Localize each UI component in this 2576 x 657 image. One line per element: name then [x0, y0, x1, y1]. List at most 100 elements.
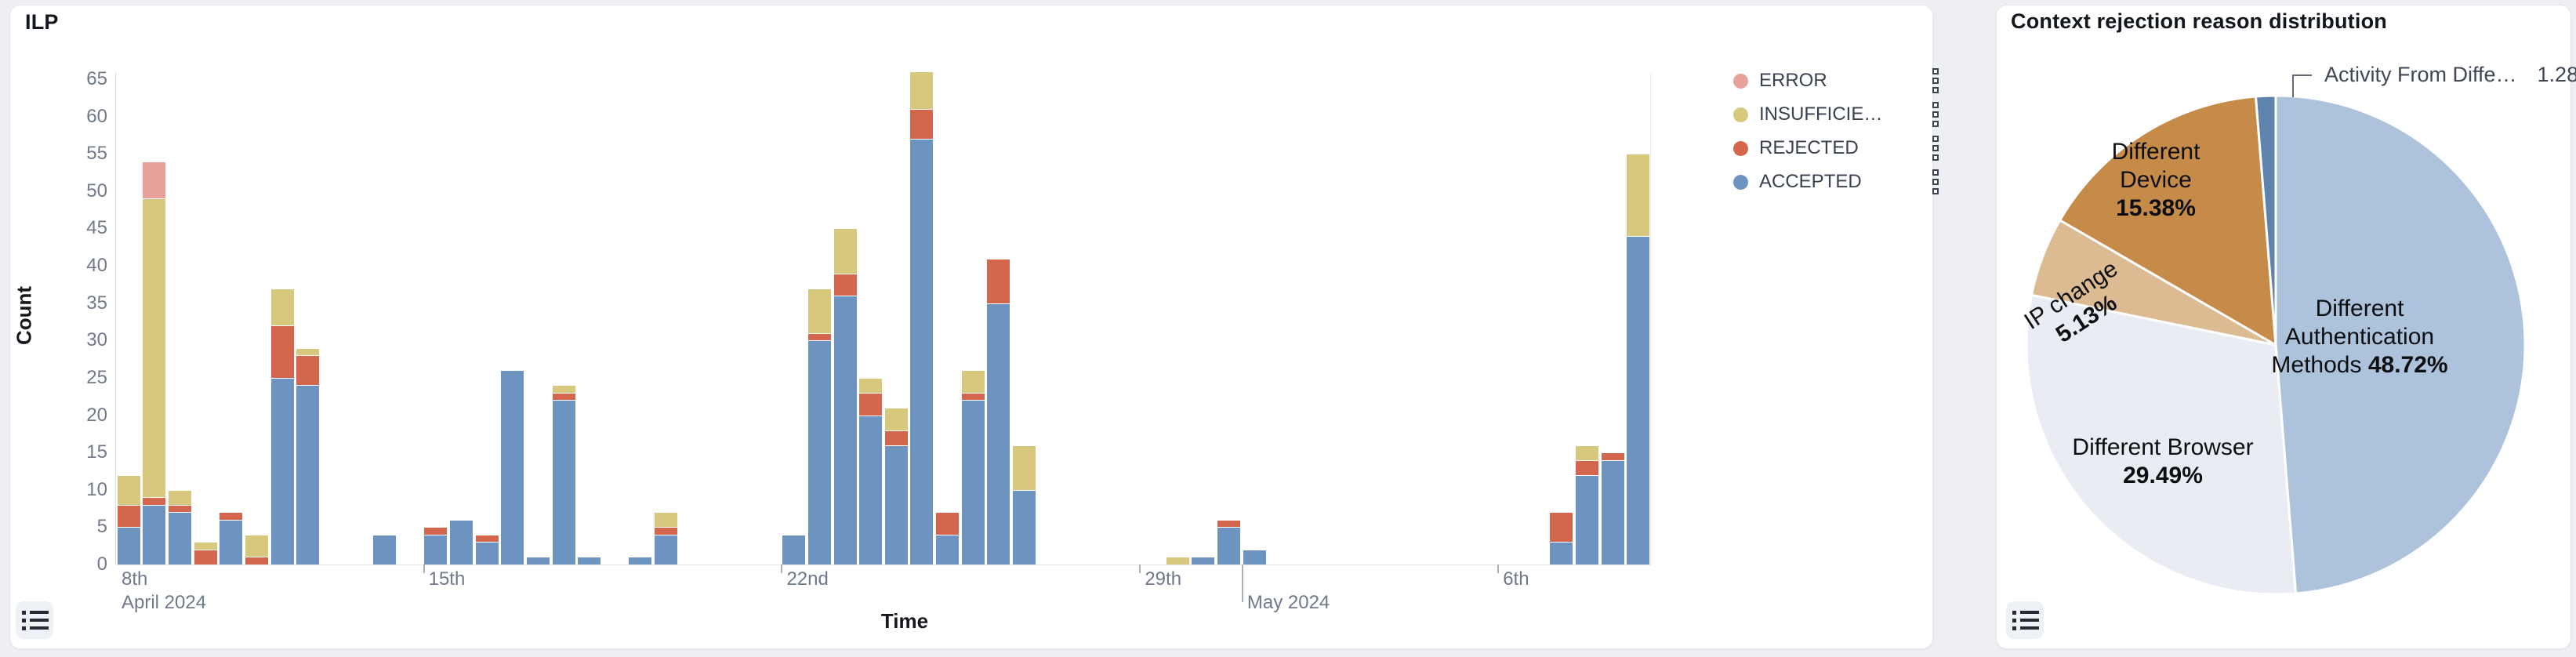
pie-slice-activity-from-diffe-[interactable] — [2254, 94, 2277, 347]
bar-segment-insufficient[interactable] — [552, 385, 575, 393]
bar-segment-rejected[interactable] — [1601, 452, 1624, 460]
bar-segment-accepted[interactable] — [270, 377, 294, 564]
pie-slice-different-device[interactable] — [2059, 95, 2277, 347]
bar-segment-error[interactable] — [143, 161, 166, 199]
bar-segment-accepted[interactable] — [884, 445, 908, 564]
x-tick-label: 22nd — [786, 568, 829, 590]
bar-segment-rejected[interactable] — [833, 273, 857, 296]
bar-segment-rejected[interactable] — [1550, 512, 1573, 543]
bar-segment-insufficient[interactable] — [194, 542, 217, 550]
bar-segment-insufficient[interactable] — [961, 370, 985, 393]
bar-segment-rejected[interactable] — [143, 497, 166, 505]
bar-segment-rejected[interactable] — [194, 549, 217, 564]
bar-segment-accepted[interactable] — [143, 504, 166, 564]
bar-segment-accepted[interactable] — [629, 557, 652, 564]
bar-segment-accepted[interactable] — [1012, 489, 1036, 564]
bar-segment-insufficient[interactable] — [1166, 557, 1189, 564]
bar-segment-insufficient[interactable] — [1575, 445, 1598, 460]
data-view-button[interactable] — [2006, 601, 2044, 639]
bar-segment-accepted[interactable] — [833, 296, 857, 564]
bar-segment-accepted[interactable] — [475, 542, 499, 564]
bar-segment-rejected[interactable] — [1575, 459, 1598, 475]
bar-segment-insufficient[interactable] — [1627, 154, 1650, 236]
bar-segment-insufficient[interactable] — [910, 71, 934, 110]
bar-segment-rejected[interactable] — [987, 258, 1010, 303]
bar-segment-accepted[interactable] — [655, 534, 678, 564]
kebab-squares-icon[interactable] — [1932, 102, 1939, 127]
legend-item-insufficie[interactable]: INSUFFICIE… — [1733, 100, 1939, 129]
bar-segment-rejected[interactable] — [475, 534, 499, 543]
bar-segment-rejected[interactable] — [1217, 519, 1241, 528]
bar-segment-accepted[interactable] — [936, 534, 960, 564]
pie-slice-different-authentication-methods[interactable] — [2274, 94, 2527, 595]
pie-slice-different-browser[interactable] — [2025, 293, 2298, 596]
bar-segment-rejected[interactable] — [270, 325, 294, 378]
bar-segment-accepted[interactable] — [552, 400, 575, 564]
callout-line — [2292, 74, 2312, 97]
x-tick-mark — [781, 564, 783, 573]
legend-item-error[interactable]: ERROR — [1733, 67, 1939, 95]
legend-item-accepted[interactable]: ACCEPTED — [1733, 168, 1939, 196]
bar-segment-rejected[interactable] — [220, 512, 243, 520]
bar-segment-accepted[interactable] — [859, 415, 883, 564]
bar-segment-rejected[interactable] — [884, 430, 908, 445]
bar-segment-accepted[interactable] — [961, 400, 985, 564]
bar-segment-accepted[interactable] — [987, 303, 1010, 564]
y-tick-label: 20 — [86, 404, 107, 426]
bar-segment-insufficient[interactable] — [655, 512, 678, 528]
label-different-browser: Different Browser 29.49% — [2072, 434, 2254, 488]
bar-segment-accepted[interactable] — [578, 557, 601, 564]
bar-segment-accepted[interactable] — [1243, 549, 1266, 564]
bar-segment-rejected[interactable] — [936, 512, 960, 535]
bar-chart-plot[interactable]: 0 5 10 15 20 25 30 35 40 45 50 55 60 65 8th April 2024 1… — [10, 5, 1932, 648]
bar-segment-insufficient[interactable] — [270, 288, 294, 326]
bar-segment-insufficient[interactable] — [1012, 445, 1036, 490]
bar-segment-accepted[interactable] — [424, 534, 448, 564]
bar-segment-accepted[interactable] — [910, 139, 934, 564]
bar-segment-rejected[interactable] — [552, 392, 575, 401]
bar-segment-rejected[interactable] — [807, 332, 831, 341]
bar-segment-accepted[interactable] — [1550, 542, 1573, 564]
kebab-squares-icon[interactable] — [1932, 169, 1939, 194]
bar-segment-insufficient[interactable] — [859, 377, 883, 393]
bar-segment-rejected[interactable] — [424, 527, 448, 535]
bar-segment-accepted[interactable] — [526, 557, 550, 564]
bar-segment-accepted[interactable] — [782, 534, 806, 564]
bar-segment-insufficient[interactable] — [833, 228, 857, 274]
bar-segment-accepted[interactable] — [373, 534, 397, 564]
bar-segment-rejected[interactable] — [859, 392, 883, 416]
kebab-squares-icon[interactable] — [1932, 136, 1939, 161]
bar-segment-rejected[interactable] — [117, 504, 140, 528]
bar-segment-insufficient[interactable] — [117, 474, 140, 505]
bar-segment-insufficient[interactable] — [143, 198, 166, 498]
bar-segment-accepted[interactable] — [450, 519, 473, 564]
bar-segment-accepted[interactable] — [220, 519, 243, 564]
bar-segment-insufficient[interactable] — [169, 489, 192, 505]
x-tick-label: 8th — [122, 568, 148, 590]
bar-segment-insufficient[interactable] — [884, 408, 908, 430]
bar-segment-accepted[interactable] — [1601, 459, 1624, 564]
bar-segment-accepted[interactable] — [807, 340, 831, 564]
bar-segment-rejected[interactable] — [245, 557, 268, 564]
legend-color-dot — [1733, 73, 1748, 89]
bar-segment-accepted[interactable] — [117, 527, 140, 564]
bar-segment-rejected[interactable] — [910, 109, 934, 140]
bar-segment-accepted[interactable] — [296, 385, 320, 564]
bar-segment-accepted[interactable] — [501, 370, 524, 564]
bar-segment-rejected[interactable] — [296, 355, 320, 386]
legend-item-rejected[interactable]: REJECTED — [1733, 134, 1939, 162]
bar-segment-accepted[interactable] — [1192, 557, 1215, 564]
bar-segment-rejected[interactable] — [655, 527, 678, 535]
bar-segment-rejected[interactable] — [961, 392, 985, 401]
bar-segment-insufficient[interactable] — [245, 534, 268, 557]
bar-segment-insufficient[interactable] — [296, 347, 320, 356]
bar-segment-accepted[interactable] — [1217, 527, 1241, 564]
bar-segment-insufficient[interactable] — [807, 288, 831, 333]
bar-segment-accepted[interactable] — [1575, 474, 1598, 564]
bar-segment-accepted[interactable] — [169, 512, 192, 564]
kebab-squares-icon[interactable] — [1932, 68, 1939, 93]
bar-segment-rejected[interactable] — [169, 504, 192, 513]
bar-segment-accepted[interactable] — [1627, 235, 1650, 564]
data-view-button[interactable] — [16, 601, 53, 639]
